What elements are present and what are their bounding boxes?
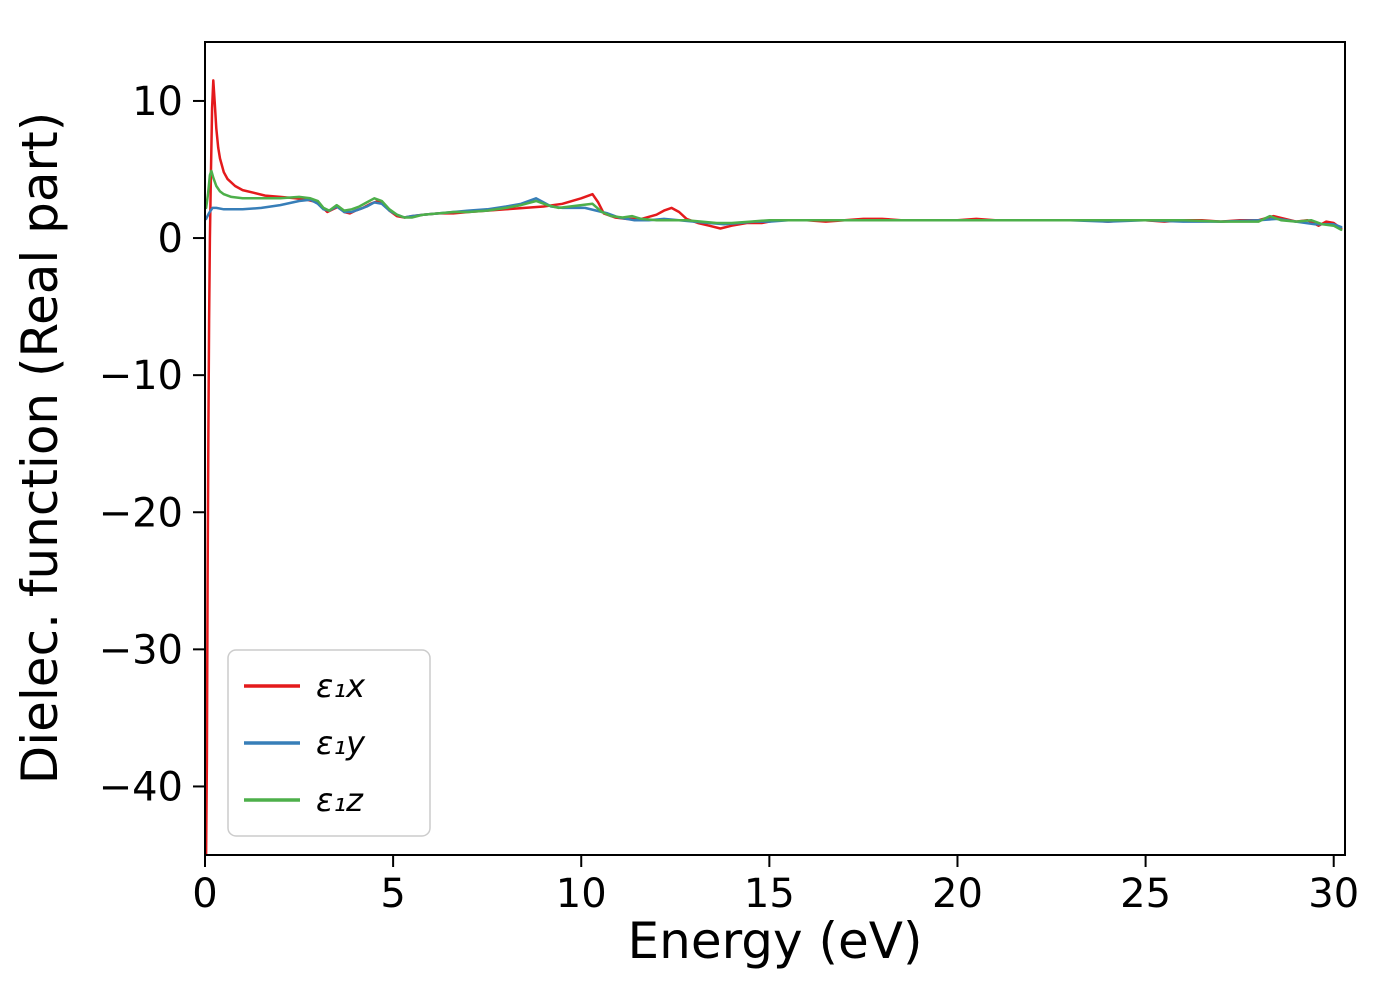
- legend-label: ε₁x: [316, 667, 366, 705]
- series-line-2: [205, 169, 1343, 232]
- x-tick-label: 10: [556, 871, 607, 917]
- y-tick-label: −20: [99, 490, 183, 536]
- legend: ε₁x ε₁y ε₁z: [227, 649, 431, 837]
- y-tick-label: −30: [99, 627, 183, 673]
- x-tick-label: 25: [1120, 871, 1171, 917]
- legend-label: ε₁z: [316, 781, 364, 819]
- legend-label: ε₁y: [316, 724, 366, 762]
- x-tick-label: 0: [192, 871, 217, 917]
- plot-border: [204, 41, 1346, 856]
- x-tick-label: 15: [744, 871, 795, 917]
- y-tick-label: 10: [132, 79, 183, 125]
- series-lines: [205, 79, 1343, 855]
- x-tick-label: 20: [932, 871, 983, 917]
- y-tick-label: 0: [158, 216, 183, 262]
- y-axis-label: Dielec. function (Real part): [11, 111, 69, 785]
- y-tick-label: −40: [99, 764, 183, 810]
- x-axis-label: Energy (eV): [627, 912, 923, 970]
- y-tick-label: −10: [99, 353, 183, 399]
- x-tick-label: 30: [1308, 871, 1359, 917]
- x-tick-label: 5: [380, 871, 405, 917]
- legend-box: [227, 649, 431, 837]
- series-line-1: [205, 197, 1343, 229]
